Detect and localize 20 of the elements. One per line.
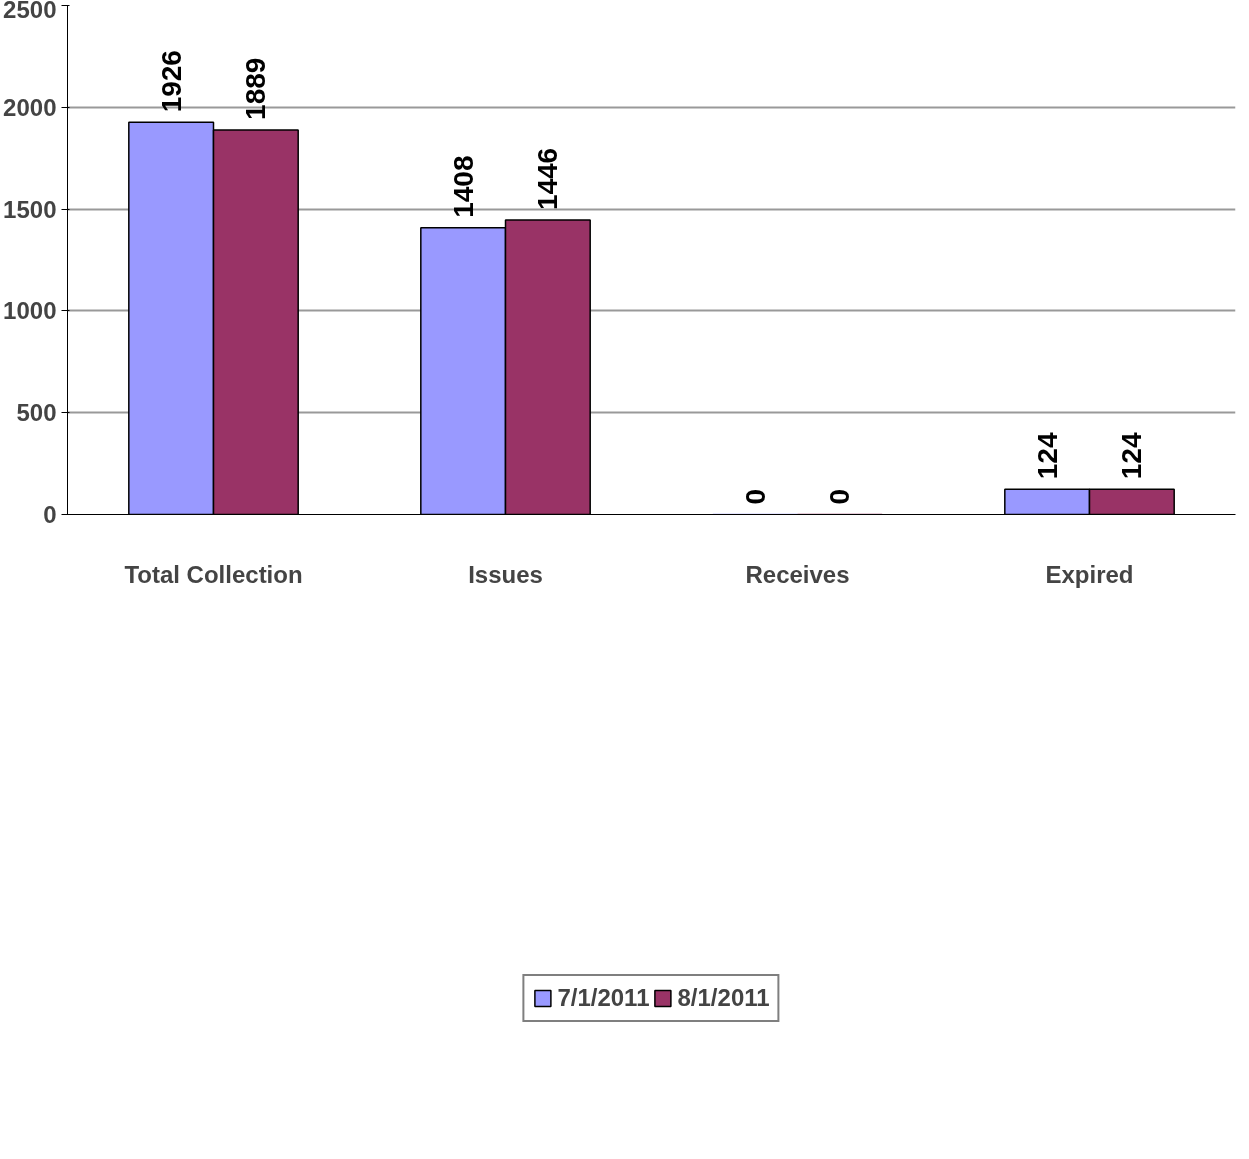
data-label: 0 [739,488,771,505]
x-tick-label: Expired [1045,560,1134,588]
y-tick-label: 500 [16,399,57,427]
data-label: 124 [1116,432,1148,480]
data-label: 1408 [447,155,479,218]
data-label: 1889 [240,57,272,120]
x-tick-label: Total Collection [124,560,303,588]
legend-label: 8/1/2011 [677,984,770,1012]
data-label: 124 [1031,432,1063,480]
legend-label: 7/1/2011 [557,984,650,1012]
y-tick-label: 2500 [3,0,57,23]
y-tick-label: 2000 [3,93,57,121]
data-label: 1446 [532,147,564,211]
y-tick-label: 0 [43,501,57,528]
data-label: 0 [824,488,856,505]
y-tick-label: 1500 [3,195,57,223]
x-tick-label: Receives [745,560,850,588]
data-label: 1926 [155,50,187,113]
x-tick-label: Issues [468,560,543,588]
y-tick-label: 1000 [3,297,57,325]
